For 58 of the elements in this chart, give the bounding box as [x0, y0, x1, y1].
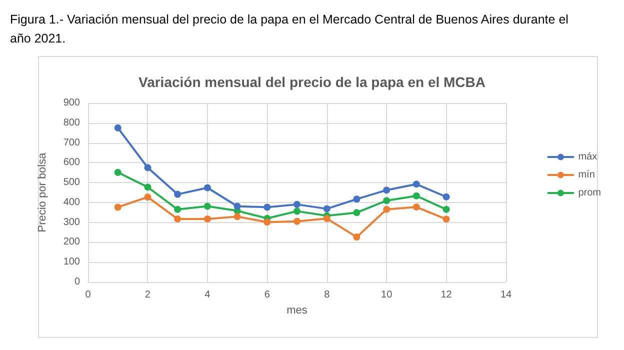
point — [144, 164, 152, 172]
point — [204, 202, 211, 210]
point — [114, 168, 122, 176]
point — [144, 184, 152, 191]
point — [204, 184, 211, 192]
point — [353, 209, 360, 216]
point — [412, 192, 420, 200]
point — [264, 204, 271, 211]
point — [412, 180, 420, 188]
point — [264, 218, 271, 226]
point — [234, 202, 241, 210]
y-tick-label: 300 — [63, 216, 80, 228]
x-tick-label: 6 — [264, 290, 270, 300]
y-tick-label: 800 — [63, 117, 80, 128]
y-tick-label: 0 — [74, 276, 80, 288]
point — [174, 215, 182, 222]
point — [383, 186, 390, 194]
y-tick-label: 600 — [63, 157, 80, 168]
point — [442, 206, 450, 213]
y-tick-label: 400 — [63, 196, 80, 208]
y-tick-label: 500 — [63, 177, 80, 188]
y-axis-title: Precio por bolsa — [36, 152, 48, 232]
y-tick-label: 700 — [63, 137, 80, 148]
point — [294, 208, 300, 215]
point — [204, 215, 211, 222]
y-tick-label: 900 — [63, 98, 80, 108]
point — [323, 215, 330, 222]
point — [412, 204, 420, 211]
x-tick-label: 2 — [144, 290, 151, 300]
point — [383, 197, 390, 204]
x-tick-label: 0 — [85, 290, 92, 300]
x-tick-label: 12 — [440, 290, 452, 300]
point — [383, 206, 390, 213]
x-tick-label: 14 — [500, 290, 512, 300]
point — [442, 193, 450, 200]
x-tick-label: 10 — [381, 290, 393, 300]
point — [174, 206, 182, 213]
point — [294, 200, 300, 208]
legend-label: mín — [578, 170, 595, 180]
x-axis-title: mes — [286, 304, 308, 316]
point — [114, 124, 122, 132]
legend-label: máx — [578, 152, 598, 162]
x-tick-label: 8 — [324, 290, 330, 300]
y-tick-label: 200 — [63, 236, 80, 248]
point — [442, 216, 450, 223]
point — [353, 196, 360, 203]
point — [114, 204, 122, 211]
x-tick-label: 4 — [204, 290, 211, 300]
point — [323, 205, 330, 212]
legend-label: prom — [578, 188, 602, 198]
point — [353, 234, 360, 241]
point — [294, 218, 300, 225]
point — [144, 194, 152, 201]
chart-title: Variación mensual del precio de la papa en el MCBA — [138, 74, 486, 90]
text: Figura 1.- Variación mensual del precio de la papa en el Mercado Central de Buenos Aires durante el año 2021. — [10, 12, 572, 46]
point — [174, 190, 182, 198]
point — [234, 213, 241, 220]
y-tick-label: 100 — [63, 256, 80, 268]
